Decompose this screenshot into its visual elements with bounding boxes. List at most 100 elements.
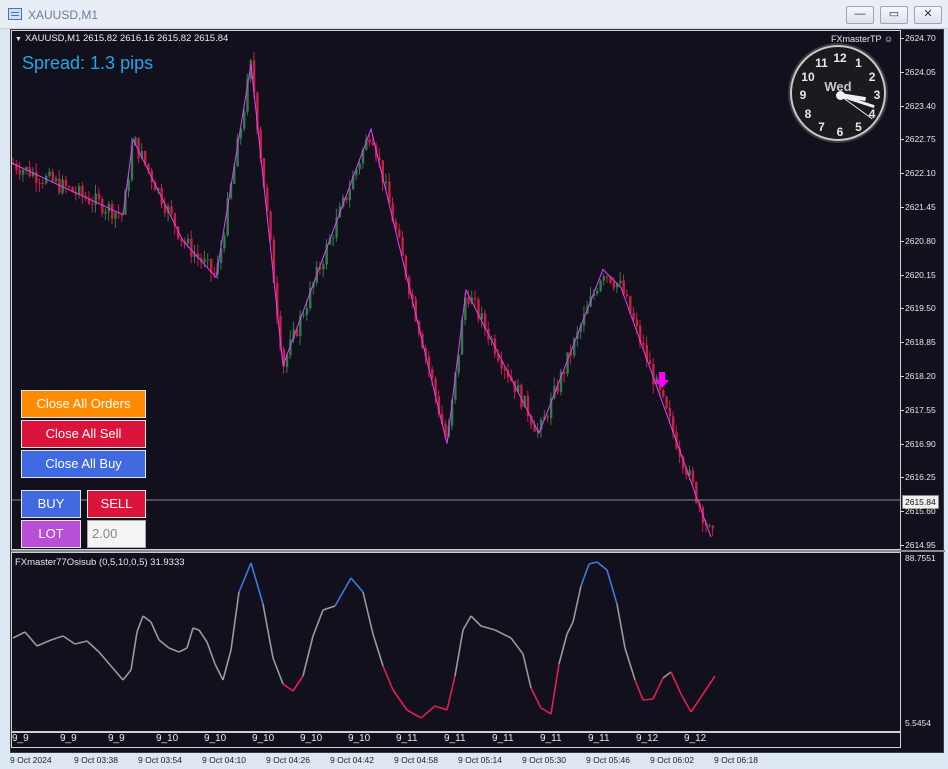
date-label: 9 Oct 06:02: [650, 755, 694, 765]
price-scale[interactable]: 2615.84 88.7551 5.5454 2624.70 2624.05 262…: [901, 30, 945, 754]
candle-body: [381, 160, 384, 184]
oscillator-segment: [50, 635, 64, 641]
smiley-icon: ☺: [883, 34, 894, 44]
candle-body: [431, 368, 434, 379]
candle-body: [21, 169, 25, 175]
price-tick-label: 2618.85: [905, 337, 936, 348]
price-tick-mark: [901, 274, 904, 276]
clock-number: 6: [836, 125, 844, 139]
chart-canvas[interactable]: [11, 30, 945, 754]
candle-body: [609, 276, 612, 283]
oscillator-pane-frame: [11, 552, 901, 732]
close-button[interactable]: ✕: [914, 6, 942, 24]
close-all-sell-button[interactable]: Close All Sell: [21, 420, 146, 448]
sell-button[interactable]: SELL: [87, 490, 146, 518]
oscillator-segment: [198, 629, 208, 643]
oscillator-segment: [642, 698, 654, 701]
candle-body: [279, 315, 282, 349]
candle-body: [642, 342, 645, 345]
oscillator-segment: [238, 562, 252, 593]
close-all-orders-button[interactable]: Close All Orders: [21, 390, 146, 418]
candle-body: [665, 396, 668, 409]
candle-body: [35, 171, 38, 183]
price-tick-label: 2622.10: [905, 168, 936, 179]
candle-body: [464, 297, 467, 321]
oscillator-segment: [522, 653, 532, 689]
time-label-row: 9_9 9_9 9_9 9_10 9_10 9_10 9_10 9_10 9_11 9_11 9_1…: [11, 732, 901, 746]
candle-body: [130, 145, 134, 180]
price-tick-label: 2615.60: [905, 506, 936, 517]
candle-body: [685, 468, 688, 476]
clock-number: 11: [815, 55, 828, 70]
oscillator-segment: [462, 615, 472, 631]
clock-number: 3: [873, 88, 881, 102]
pane-separator[interactable]: [11, 550, 945, 552]
candle-body: [592, 293, 596, 297]
price-tick-label: 2620.15: [905, 269, 936, 280]
oscillator-segment: [510, 637, 524, 655]
candle-body: [615, 283, 619, 288]
candle-body: [530, 416, 533, 425]
date-label: 9 Oct 05:14: [458, 755, 502, 765]
candle-body: [328, 237, 332, 245]
candle-body: [163, 204, 167, 213]
restore-button[interactable]: ▭: [880, 6, 908, 24]
candle-body: [104, 211, 107, 214]
candle-body: [401, 237, 404, 256]
buy-button[interactable]: BUY: [21, 490, 81, 518]
clock-day: Wed: [824, 79, 852, 94]
candle-body: [173, 213, 177, 227]
candle-body: [365, 139, 368, 150]
chart-area[interactable]: ▼ XAUUSD,M1 2615.82 2616.16 2615.82 2615.…: [10, 29, 945, 754]
candle-body: [681, 456, 685, 469]
time-label: 9_11: [588, 733, 610, 744]
oscillator-segment: [550, 663, 560, 715]
price-tick-mark: [901, 308, 904, 310]
candle-body: [219, 248, 223, 263]
oscillator-segment: [282, 683, 294, 692]
lot-button[interactable]: LOT: [21, 520, 81, 548]
candle-body: [233, 166, 236, 184]
oscillator-segment: [214, 663, 224, 681]
candle-body: [91, 203, 94, 205]
candle-body: [497, 354, 500, 361]
time-label: 9_11: [492, 733, 514, 744]
oscillator-segment: [540, 707, 552, 715]
price-tick-label: 2618.20: [905, 371, 936, 381]
price-tick-mark: [901, 376, 904, 377]
candle-body: [114, 212, 117, 219]
candle-body: [196, 253, 200, 258]
candle-body: [711, 525, 714, 529]
time-label: 9_11: [444, 733, 466, 744]
oscillator-segment: [130, 631, 138, 671]
price-tick-mark: [901, 477, 904, 479]
candle-body: [533, 424, 536, 432]
collapse-triangle-icon[interactable]: ▼: [15, 36, 22, 43]
candle-body: [335, 217, 338, 238]
oscillator-segment: [362, 591, 374, 635]
candle-body: [226, 198, 229, 236]
time-label: 9_12: [636, 733, 659, 744]
candle-body: [467, 297, 470, 304]
candle-body: [619, 280, 622, 284]
candle-body: [276, 282, 279, 316]
chart-window-icon: [8, 8, 22, 20]
candle-body: [477, 299, 480, 320]
candle-body: [252, 60, 256, 93]
candle-body: [371, 142, 375, 146]
candle-body: [378, 157, 381, 161]
minimize-button[interactable]: —: [846, 6, 874, 24]
time-label: 9_11: [540, 733, 562, 744]
price-tick-label: 2620.80: [905, 235, 936, 246]
oscillator-segment: [596, 561, 608, 571]
candle-body: [612, 282, 615, 288]
lot-size-input[interactable]: 2.00: [87, 520, 146, 548]
candle-body: [516, 385, 520, 393]
candle-body: [78, 186, 81, 195]
close-all-buy-button[interactable]: Close All Buy: [21, 450, 146, 478]
date-label: 9 Oct 05:30: [522, 755, 566, 765]
candle-body: [503, 368, 507, 371]
candle-body: [285, 355, 289, 367]
candle-body: [668, 408, 672, 417]
